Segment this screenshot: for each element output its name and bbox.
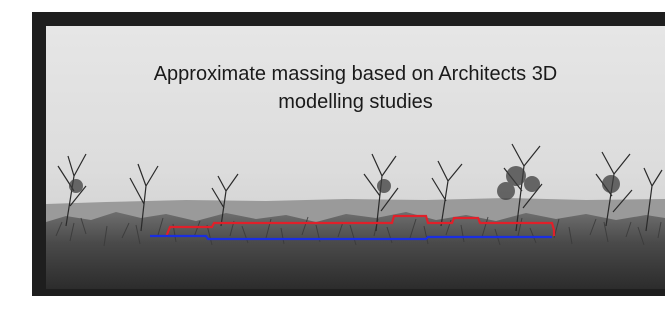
vegetation — [46, 212, 665, 289]
photo-scene — [46, 26, 665, 289]
foliage-clumps — [69, 166, 620, 200]
bare-trees — [57, 143, 663, 232]
image-frame: Approximate massing based on Architects … — [32, 12, 665, 296]
existing-skyline-line — [150, 234, 552, 241]
caption-line-1: Approximate massing based on Architects … — [153, 63, 558, 85]
scrub-texture — [55, 216, 662, 247]
proposed-massing-outline — [164, 214, 556, 238]
image-caption: Approximate massing based on Architects … — [46, 60, 665, 116]
caption-line-2: modelling studies — [278, 91, 433, 113]
landscape-photo: Approximate massing based on Architects … — [46, 26, 665, 289]
